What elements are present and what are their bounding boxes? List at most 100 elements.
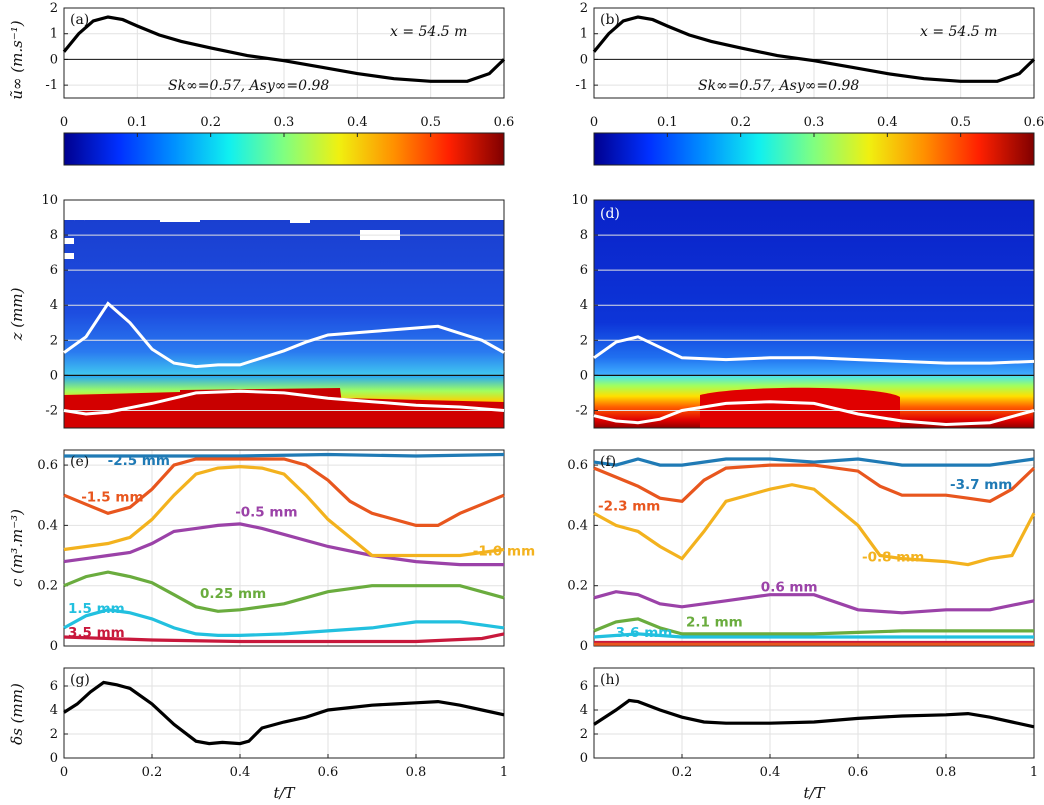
x-tick-label: 1 bbox=[1030, 765, 1038, 780]
colorbar-tick-label: 0.1 bbox=[127, 115, 148, 130]
y-tick-label: 6 bbox=[50, 679, 58, 694]
y-tick-label: 2 bbox=[50, 1, 58, 16]
y-tick-label: 2 bbox=[580, 727, 588, 742]
axes-frame bbox=[63, 449, 505, 647]
series-label: -1.0 mm bbox=[473, 544, 535, 560]
data-lines bbox=[62, 15, 1036, 746]
panel-label-f: (f) bbox=[600, 454, 616, 470]
concentration-series bbox=[63, 457, 505, 527]
y-tick-label: -2 bbox=[575, 403, 588, 418]
series-label: -2.3 mm bbox=[598, 498, 660, 514]
x-tick-label: 0 bbox=[60, 765, 68, 780]
ylabel-thickness: δs (mm) bbox=[8, 683, 26, 745]
panel-label-a: (a) bbox=[70, 12, 89, 28]
x-tick-label: 0.4 bbox=[230, 765, 251, 780]
thickness-curve bbox=[593, 698, 1035, 729]
colorbar-tick-label: 0.5 bbox=[950, 115, 971, 130]
x-tick-label: 1 bbox=[500, 765, 508, 780]
series-label: -2.5 mm bbox=[108, 453, 170, 469]
note-position-right: x = 54.5 m bbox=[920, 24, 997, 40]
concentration-series bbox=[63, 608, 505, 637]
y-tick-label: 6 bbox=[580, 263, 588, 278]
y-tick-label: 0 bbox=[580, 751, 588, 766]
y-tick-label: 6 bbox=[580, 679, 588, 694]
series-label: -0.8 mm bbox=[862, 550, 924, 566]
concentration-series bbox=[63, 632, 505, 644]
note-position-left: x = 54.5 m bbox=[390, 24, 467, 40]
panel-label-c: (c) bbox=[70, 206, 89, 222]
sediment-field-left bbox=[64, 200, 504, 428]
colorbar-ticks: 0 0 0.1 0.1 0.2 0.2 0.3 0.3 0.4 0.4 0.5 0.5 0.6 0.6 bbox=[60, 115, 1044, 137]
thickness-curve bbox=[63, 680, 505, 746]
y-tick-label: 0 bbox=[50, 52, 58, 67]
y-tick-label: -2 bbox=[45, 403, 58, 418]
x-tick-label: 0.2 bbox=[142, 765, 163, 780]
y-tick-label: 0 bbox=[50, 368, 58, 383]
y-tick-label: -1 bbox=[45, 78, 58, 93]
panel-label-b: (b) bbox=[600, 12, 620, 28]
contour-line bbox=[593, 400, 1035, 427]
axes-frame bbox=[593, 199, 1035, 429]
y-tick-label: 4 bbox=[50, 703, 58, 718]
colorbar-tick-label: 0 bbox=[60, 115, 68, 130]
concentration-series bbox=[593, 457, 1035, 467]
colorbar-tick-label: 0.6 bbox=[494, 115, 515, 130]
y-tick-label: 2 bbox=[580, 1, 588, 16]
axes-frame bbox=[593, 7, 1035, 99]
series-label: 3.5 mm bbox=[68, 625, 125, 641]
series-label: 1.5 mm bbox=[68, 601, 125, 617]
y-tick-label: 8 bbox=[50, 228, 58, 243]
y-tick-label: 0.2 bbox=[37, 579, 58, 594]
x-tick-label: 0.8 bbox=[406, 765, 427, 780]
x-tick-label: 0.4 bbox=[760, 765, 781, 780]
y-tick-label: 4 bbox=[580, 298, 588, 313]
y-tick-label: 4 bbox=[50, 298, 58, 313]
y-tick-label: 0 bbox=[50, 639, 58, 654]
y-tick-label: 0 bbox=[580, 639, 588, 654]
series-label: -0.5 mm bbox=[235, 504, 297, 520]
y-tick-label: 4 bbox=[580, 703, 588, 718]
axes-frame bbox=[63, 7, 505, 99]
series-label: 3.6 mm bbox=[616, 625, 673, 641]
colorbar-tick-label: 0.4 bbox=[347, 115, 368, 130]
concentration-series bbox=[593, 483, 1036, 567]
velocity-curve bbox=[62, 15, 506, 83]
concentration-series bbox=[593, 617, 1034, 636]
colorbar-tick-label: 0 bbox=[590, 115, 598, 130]
y-tick-label: 0.6 bbox=[567, 458, 588, 473]
xlabel-left: t/T bbox=[273, 784, 295, 802]
x-tick-label: 0.6 bbox=[848, 765, 869, 780]
colorbar-tick-label: 0.6 bbox=[1024, 115, 1044, 130]
y-tick-label: 2 bbox=[50, 333, 58, 348]
colorbar-tick-label: 0.1 bbox=[657, 115, 678, 130]
colorbar-tick-label: 0.5 bbox=[420, 115, 441, 130]
panel-label-g: (g) bbox=[70, 672, 90, 688]
y-tick-label: 0 bbox=[50, 751, 58, 766]
axes-frame bbox=[593, 449, 1035, 647]
concentration-series bbox=[63, 464, 505, 558]
y-tick-label: 1 bbox=[50, 27, 58, 42]
y-tick-label: 0 bbox=[580, 52, 588, 67]
colorbar-left bbox=[63, 132, 505, 166]
y-tick-label: 8 bbox=[580, 228, 588, 243]
y-tick-label: 6 bbox=[50, 263, 58, 278]
y-tick-label: 0.4 bbox=[37, 518, 58, 533]
contour-line bbox=[593, 335, 1035, 365]
axes-frame bbox=[63, 199, 505, 429]
series-label: 0.25 mm bbox=[200, 586, 266, 602]
concentration-labels: -2.5 mm -1.5 mm -0.5 mm -1.0 mm 0.25 mm 1.5 m… bbox=[68, 453, 1012, 641]
colorbar-tick-label: 0.2 bbox=[200, 115, 221, 130]
colorbar-tick-label: 0.2 bbox=[730, 115, 751, 130]
y-tick-label: 0.6 bbox=[37, 458, 58, 473]
colorbar-right bbox=[593, 132, 1035, 166]
y-tick-label: 0.4 bbox=[567, 518, 588, 533]
panel-label-e: (e) bbox=[70, 454, 89, 470]
y-tick-label: 0 bbox=[580, 368, 588, 383]
concentration-series bbox=[64, 452, 505, 458]
series-label: 2.1 mm bbox=[686, 614, 743, 630]
colorbar-tick-label: 0.4 bbox=[877, 115, 898, 130]
contour-line bbox=[63, 301, 505, 369]
xlabel-right: t/T bbox=[803, 784, 825, 802]
x-tick-label: 0.8 bbox=[936, 765, 957, 780]
